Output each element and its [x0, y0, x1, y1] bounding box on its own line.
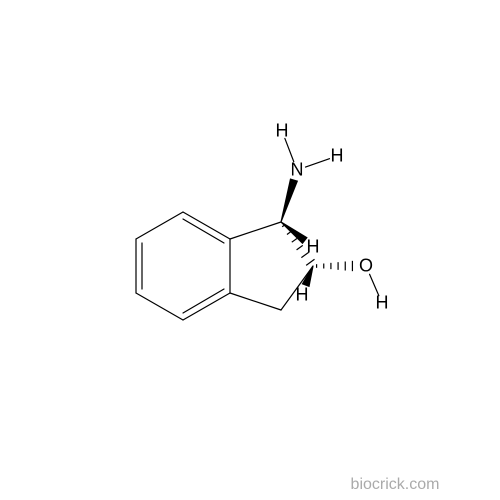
atom-label-O: O: [359, 256, 373, 277]
atom-label-gH: H: [307, 237, 320, 258]
atom-label-NH1: H: [276, 121, 289, 142]
watermark-text: biocrick.com: [351, 476, 440, 494]
atom-label-N: N: [291, 160, 304, 181]
molecule-canvas: NHHHHOH biocrick.com: [0, 0, 500, 500]
atom-label-NH2: H: [331, 146, 344, 167]
atom-label-hH: H: [296, 285, 309, 306]
molecule-svg: [0, 0, 500, 500]
atom-label-OH: H: [376, 293, 389, 314]
